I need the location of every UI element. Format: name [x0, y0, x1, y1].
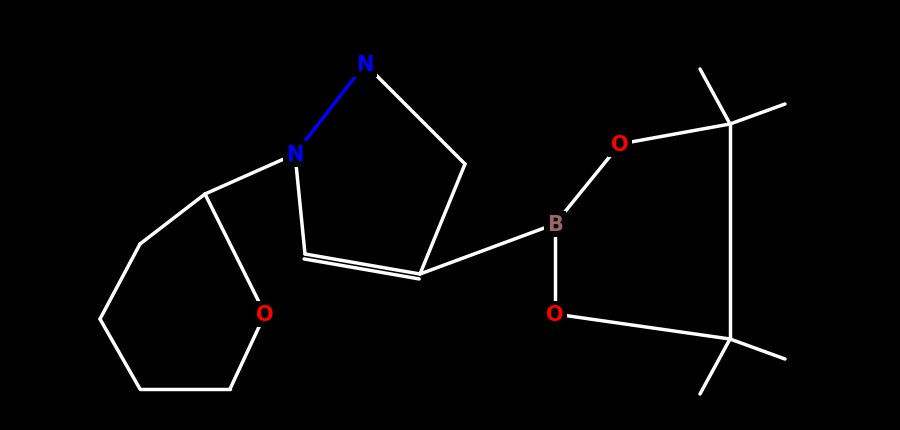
Text: O: O	[546, 304, 563, 324]
Text: N: N	[356, 55, 374, 75]
Text: B: B	[547, 215, 562, 234]
Text: O: O	[256, 304, 274, 324]
Text: N: N	[286, 144, 303, 165]
Text: O: O	[611, 135, 629, 155]
